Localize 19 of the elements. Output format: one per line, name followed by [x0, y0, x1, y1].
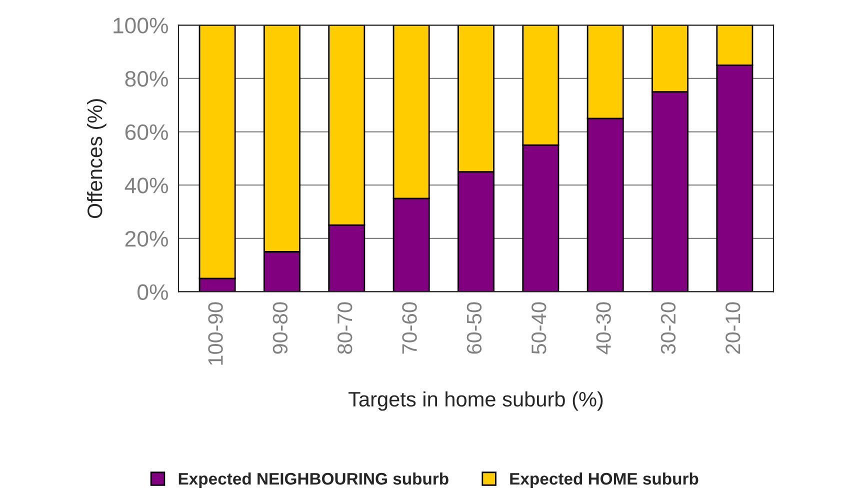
- x-tick-label: 20-10: [726, 302, 740, 354]
- y-tick-label: 60%: [125, 124, 168, 140]
- y-tick-label: 80%: [125, 71, 168, 87]
- y-tick-label: 100%: [114, 18, 168, 34]
- x-tick-label: 50-40: [532, 302, 546, 354]
- x-tick-label: 90-80: [272, 302, 288, 354]
- x-tick-label: 60-50: [466, 302, 482, 354]
- y-axis-title: Offences (%): [86, 99, 106, 218]
- y-tick-label: 0%: [138, 284, 168, 300]
- legend-label: Expected HOME suburb: [510, 472, 698, 488]
- legend-label: Expected NEIGHBOURING suburb: [178, 472, 448, 488]
- x-axis-title: Targets in home suburb (%): [348, 391, 603, 411]
- y-tick-label: 40%: [124, 178, 168, 194]
- y-tick-label: 20%: [125, 230, 168, 247]
- x-tick-label: 70-60: [402, 302, 417, 354]
- x-tick-label: 80-70: [337, 302, 352, 354]
- x-tick-label: 40-30: [596, 302, 611, 354]
- x-tick-label: 30-20: [660, 302, 676, 354]
- x-tick-label: 100-90: [208, 302, 223, 365]
